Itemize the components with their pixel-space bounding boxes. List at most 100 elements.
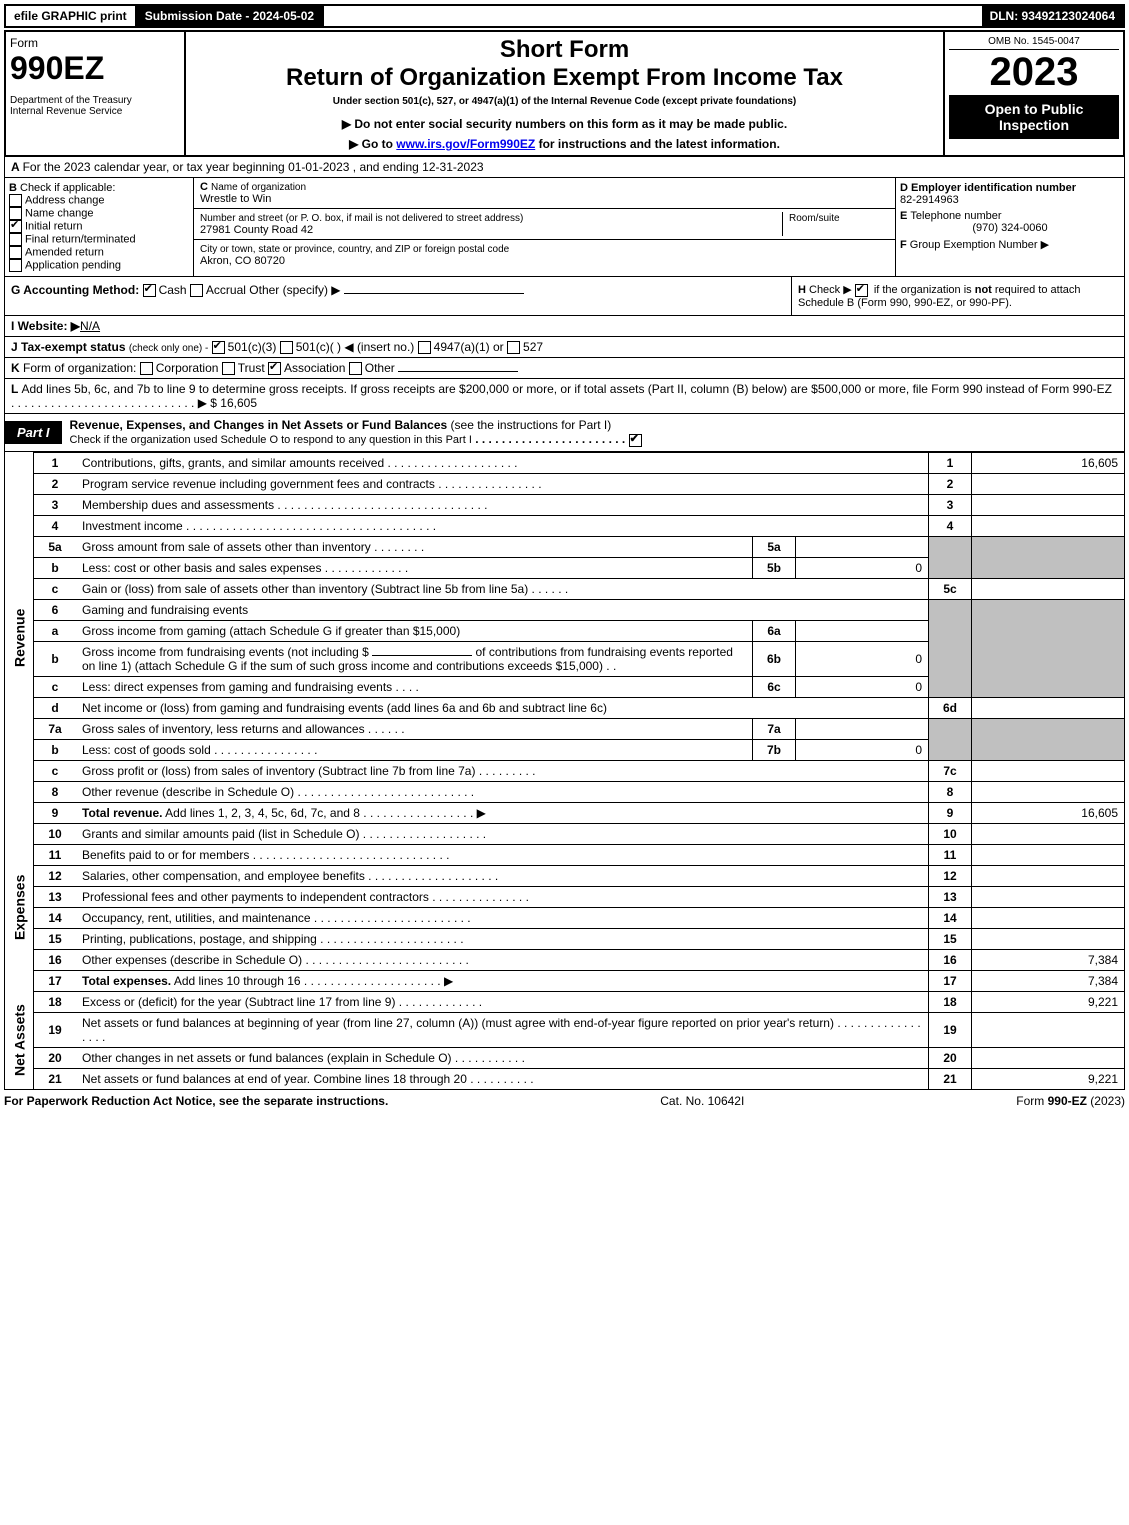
checkbox-association[interactable] — [268, 362, 281, 375]
l6c-subval: 0 — [796, 676, 929, 697]
l15-desc: Printing, publications, postage, and shi… — [82, 932, 317, 946]
line-2: 2 Program service revenue including gove… — [5, 473, 1125, 494]
checkbox-initial-return[interactable] — [9, 220, 22, 233]
line-7c: c Gross profit or (loss) from sales of i… — [5, 760, 1125, 781]
l5b-sub: 5b — [753, 557, 796, 578]
org-name: Wrestle to Win — [200, 193, 271, 205]
j-opt1: 501(c)(3) — [228, 340, 277, 354]
l10-val — [972, 823, 1125, 844]
checkbox-corporation[interactable] — [140, 362, 153, 375]
l19-desc: Net assets or fund balances at beginning… — [82, 1016, 834, 1030]
checkbox-4947[interactable] — [418, 341, 431, 354]
k-assoc: Association — [284, 361, 345, 375]
l21-ln: 21 — [929, 1068, 972, 1089]
l6-desc: Gaming and fundraising events — [76, 599, 929, 620]
checkbox-amended-return[interactable] — [9, 246, 22, 259]
l9-val: 16,605 — [972, 802, 1125, 823]
line-12: 12 Salaries, other compensation, and emp… — [5, 865, 1125, 886]
l7b-desc: Less: cost of goods sold — [82, 743, 211, 757]
b-address: Address change — [25, 194, 105, 206]
l10-desc: Grants and similar amounts paid (list in… — [82, 827, 359, 841]
l14-val — [972, 907, 1125, 928]
checkbox-application-pending[interactable] — [9, 259, 22, 272]
line-7a: 7a Gross sales of inventory, less return… — [5, 718, 1125, 739]
j-opt4: 527 — [523, 340, 543, 354]
title-right: OMB No. 1545-0047 2023 Open to Public In… — [945, 32, 1123, 155]
footer: For Paperwork Reduction Act Notice, see … — [4, 1090, 1125, 1112]
g-label: Accounting Method: — [23, 283, 139, 297]
i-label: Website: ▶ — [18, 319, 80, 333]
l6b-subval: 0 — [796, 641, 929, 676]
l1-num: 1 — [34, 452, 77, 473]
checkbox-501c3[interactable] — [212, 341, 225, 354]
d-label: Employer identification number — [911, 182, 1076, 194]
l6c-num: c — [34, 676, 77, 697]
l5c-desc: Gain or (loss) from sale of assets other… — [82, 582, 528, 596]
k-trust: Trust — [238, 361, 265, 375]
irs-link[interactable]: www.irs.gov/Form990EZ — [396, 137, 535, 151]
l15-val — [972, 928, 1125, 949]
l6a-subval — [796, 620, 929, 641]
l1-desc: Contributions, gifts, grants, and simila… — [82, 456, 384, 470]
l16-val: 7,384 — [972, 949, 1125, 970]
l16-desc: Other expenses (describe in Schedule O) — [82, 953, 302, 967]
l21-num: 21 — [34, 1068, 77, 1089]
l12-ln: 12 — [929, 865, 972, 886]
l7c-ln: 7c — [929, 760, 972, 781]
l18-val: 9,221 — [972, 991, 1125, 1012]
l7a-num: 7a — [34, 718, 77, 739]
l21-desc: Net assets or fund balances at end of ye… — [82, 1072, 467, 1086]
checkbox-schedule-o-parti[interactable] — [629, 434, 642, 447]
j-opt3: 4947(a)(1) or — [434, 340, 504, 354]
l15-num: 15 — [34, 928, 77, 949]
l4-val — [972, 515, 1125, 536]
l7b-sub: 7b — [753, 739, 796, 760]
checkbox-cash[interactable] — [143, 284, 156, 297]
l6b-num: b — [34, 641, 77, 676]
l7c-desc: Gross profit or (loss) from sales of inv… — [82, 764, 475, 778]
checkbox-address-change[interactable] — [9, 194, 22, 207]
checkbox-527[interactable] — [507, 341, 520, 354]
line-1: Revenue 1 Contributions, gifts, grants, … — [5, 452, 1125, 473]
goto-note: ▶ Go to www.irs.gov/Form990EZ for instru… — [190, 137, 939, 151]
l18-desc: Excess or (deficit) for the year (Subtra… — [82, 995, 395, 1009]
l1-val: 16,605 — [972, 452, 1125, 473]
checkbox-accrual[interactable] — [190, 284, 203, 297]
k-label: Form of organization: — [23, 361, 136, 375]
section-def: D Employer identification number 82-2914… — [896, 178, 1124, 276]
efile-print[interactable]: efile GRAPHIC print — [6, 6, 137, 26]
line-6: 6 Gaming and fundraising events — [5, 599, 1125, 620]
checkbox-trust[interactable] — [222, 362, 235, 375]
b-initial: Initial return — [25, 220, 82, 232]
line-4: 4 Investment income . . . . . . . . . . … — [5, 515, 1125, 536]
checkbox-501c[interactable] — [280, 341, 293, 354]
l20-num: 20 — [34, 1047, 77, 1068]
dln: DLN: 93492123024064 — [982, 6, 1123, 26]
l12-desc: Salaries, other compensation, and employ… — [82, 869, 365, 883]
line-13: 13 Professional fees and other payments … — [5, 886, 1125, 907]
line-17: 17 Total expenses. Add lines 10 through … — [5, 970, 1125, 991]
l17-num: 17 — [34, 970, 77, 991]
checkbox-other-org[interactable] — [349, 362, 362, 375]
phone-value: (970) 324-0060 — [900, 222, 1120, 234]
c-street-label: Number and street (or P. O. box, if mail… — [200, 213, 523, 224]
checkbox-schedule-b[interactable] — [855, 284, 868, 297]
l6b-desc1: Gross income from fundraising events (no… — [82, 645, 369, 659]
l18-ln: 18 — [929, 991, 972, 1012]
g-other: Other (specify) ▶ — [249, 283, 340, 297]
l8-ln: 8 — [929, 781, 972, 802]
l11-num: 11 — [34, 844, 77, 865]
checkbox-final-return[interactable] — [9, 233, 22, 246]
l5a-num: 5a — [34, 536, 77, 557]
l2-num: 2 — [34, 473, 77, 494]
l-value: 16,605 — [220, 396, 257, 410]
title-center: Short Form Return of Organization Exempt… — [186, 32, 945, 155]
f-label: Group Exemption Number — [910, 239, 1038, 251]
c-name-label: Name of organization — [211, 182, 306, 193]
subtitle: Under section 501(c), 527, or 4947(a)(1)… — [190, 96, 939, 107]
footer-right: Form 990-EZ (2023) — [1016, 1094, 1125, 1108]
l4-ln: 4 — [929, 515, 972, 536]
line-5a: 5a Gross amount from sale of assets othe… — [5, 536, 1125, 557]
j-label: Tax-exempt status — [21, 340, 125, 354]
l20-ln: 20 — [929, 1047, 972, 1068]
